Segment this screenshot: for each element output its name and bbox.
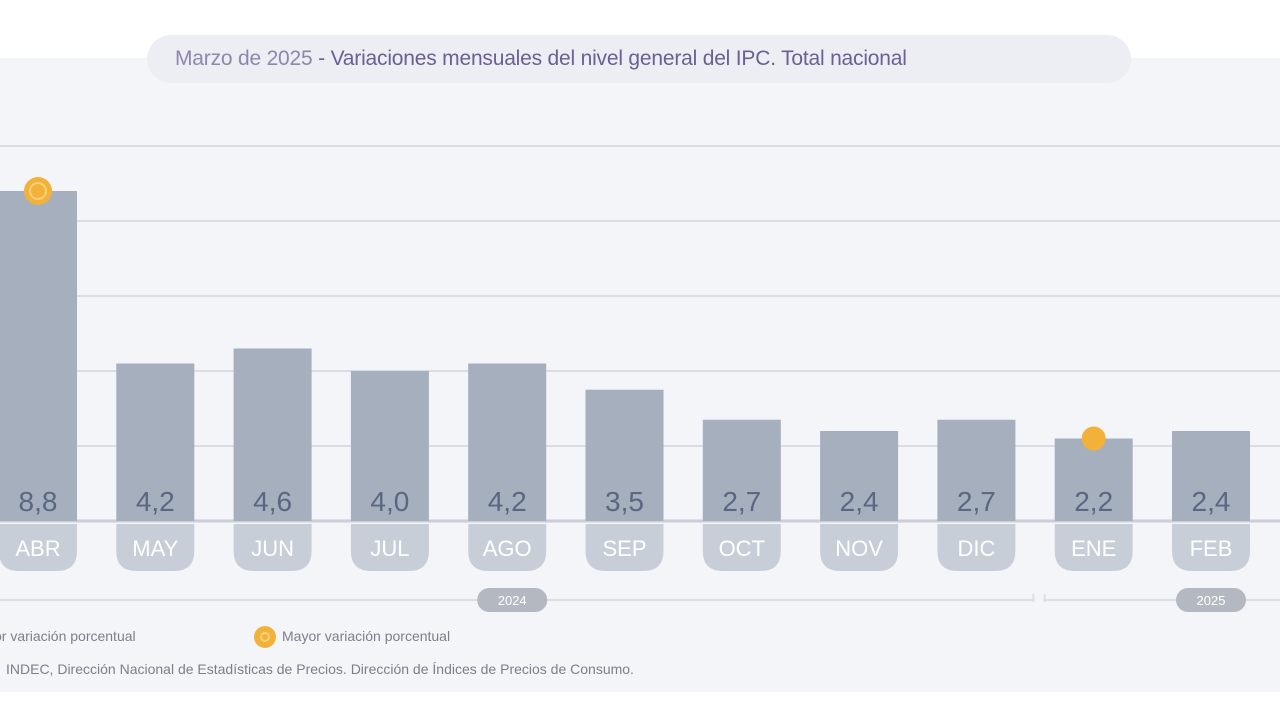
category-label: DIC: [957, 536, 995, 561]
value-label: 4,2: [488, 486, 527, 517]
value-label: 2,4: [840, 486, 879, 517]
bar: [233, 348, 312, 521]
value-label: 3,5: [605, 486, 644, 517]
category-pill: [820, 524, 899, 571]
source-note: INDEC, Dirección Nacional de Estadística…: [6, 661, 634, 677]
category-pill: [350, 524, 429, 571]
legend-max-label: Mayor variación porcentual: [282, 628, 451, 644]
category-pill: [0, 524, 77, 571]
category-label: NOV: [835, 536, 883, 561]
year-label: 2024: [498, 593, 527, 608]
year-axis: 2024 2025: [0, 588, 1280, 612]
category-label: JUL: [370, 536, 409, 561]
category-label: MAY: [132, 536, 178, 561]
category-pill: [468, 524, 547, 571]
category-label: SEP: [602, 536, 646, 561]
value-label: 2,7: [957, 486, 996, 517]
category-label: OCT: [719, 536, 765, 561]
year-pill: [1176, 588, 1246, 612]
value-label: 2,7: [722, 486, 761, 517]
category-label: JUN: [251, 536, 294, 561]
legend-max-dot-icon: [254, 626, 276, 648]
bar: [702, 419, 781, 521]
year-label: 2025: [1197, 593, 1226, 608]
category-pill: [702, 524, 781, 571]
chart-panel: [0, 58, 1280, 692]
chart-title: Marzo de 2025 - Variaciones mensuales de…: [147, 35, 1131, 83]
year-pill: [477, 588, 548, 612]
value-label: 4,0: [370, 486, 409, 517]
category-pill: [116, 524, 195, 571]
bar: [585, 389, 664, 521]
category-pill: [937, 524, 1016, 571]
category-pill: [1054, 524, 1133, 571]
title-main: Variaciones mensuales del nivel general …: [330, 47, 907, 70]
category-label: AGO: [483, 536, 532, 561]
max-marker-icon: [24, 177, 52, 205]
value-label: 8,8: [19, 486, 58, 517]
value-label: 4,6: [253, 486, 292, 517]
title-period: Marzo de 2025: [175, 47, 313, 70]
value-label: 2,2: [1074, 486, 1113, 517]
category-pill: [585, 524, 664, 571]
value-label: 2,4: [1192, 486, 1231, 517]
category-label: ABR: [15, 536, 60, 561]
legend: or variación porcentual Mayor variación …: [0, 626, 1280, 648]
bar: [820, 431, 899, 521]
bar: [350, 371, 429, 521]
bars: 8,8 ABR 4,2 MAY 4,6 JUN 4,0 JUL 4,2 AGO 3,5 SEP 2,7 O…: [0, 177, 1250, 571]
bar: [116, 363, 195, 521]
category-pill: [1172, 524, 1250, 571]
category-label: ENE: [1071, 536, 1116, 561]
category-label: FEB: [1190, 536, 1233, 561]
title-separator: -: [312, 47, 331, 70]
min-marker-icon: [1081, 426, 1106, 451]
bar: [937, 419, 1016, 521]
value-label: 4,2: [136, 486, 175, 517]
category-pill: [233, 524, 312, 571]
max-marker-ring: [29, 182, 47, 200]
bar: [0, 191, 77, 521]
bar: [1054, 438, 1133, 521]
bar: [468, 363, 547, 521]
legend-min-label: or variación porcentual: [0, 628, 136, 644]
bar: [1172, 431, 1250, 521]
